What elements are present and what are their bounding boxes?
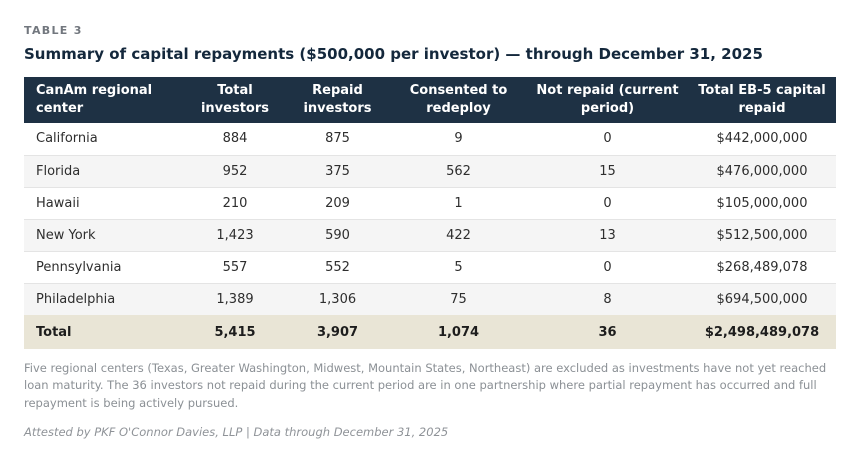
value-cell: 9 [390, 123, 527, 155]
value-cell: 5 [390, 250, 527, 283]
regional-center-cell: Philadelphia [24, 282, 185, 315]
table-header: CanAm regional center Total investors Re… [24, 77, 836, 123]
total-not-repaid-value: 36 [527, 315, 688, 349]
report-container: TABLE 3 Summary of capital repayments ($… [24, 24, 836, 440]
value-cell: 0 [527, 123, 688, 155]
capital-repayments-table: CanAm regional center Total investors Re… [24, 77, 836, 349]
total-capital-value: $2,498,489,078 [688, 315, 836, 349]
table-label: TABLE 3 [24, 24, 83, 37]
regional-center-cell: New York [24, 218, 185, 251]
value-cell: $268,489,078 [688, 250, 836, 283]
header-row: CanAm regional center Total investors Re… [24, 77, 836, 123]
table-row: Philadelphia 1,389 1,306 75 8 $694,500,000 [24, 282, 836, 315]
value-cell: 552 [285, 250, 390, 283]
table-row: California 884 875 9 0 $442,000,000 [24, 123, 836, 155]
value-cell: 210 [185, 186, 285, 219]
column-header-repaid-investors: Repaid investors [285, 77, 390, 123]
value-cell: 590 [285, 218, 390, 251]
table-row: New York 1,423 590 422 13 $512,500,000 [24, 218, 836, 251]
table-row: Florida 952 375 562 15 $476,000,000 [24, 154, 836, 187]
value-cell: 1,423 [185, 218, 285, 251]
value-cell: 209 [285, 186, 390, 219]
regional-center-cell: Pennsylvania [24, 250, 185, 283]
value-cell: 1,389 [185, 282, 285, 315]
value-cell: 562 [390, 154, 527, 187]
total-row: Total 5,415 3,907 1,074 36 $2,498,489,07… [24, 315, 836, 349]
total-investors-value: 5,415 [185, 315, 285, 349]
value-cell: 375 [285, 154, 390, 187]
table-row: Hawaii 210 209 1 0 $105,000,000 [24, 186, 836, 219]
column-header-total-investors: Total investors [185, 77, 285, 123]
value-cell: $512,500,000 [688, 218, 836, 251]
column-header-not-repaid: Not repaid (current period) [527, 77, 688, 123]
value-cell: 13 [527, 218, 688, 251]
value-cell: 884 [185, 123, 285, 155]
page-title: Summary of capital repayments ($500,000 … [24, 45, 763, 63]
column-header-regional-center: CanAm regional center [24, 77, 185, 123]
value-cell: 422 [390, 218, 527, 251]
total-consented-value: 1,074 [390, 315, 527, 349]
value-cell: 1,306 [285, 282, 390, 315]
regional-center-cell: Florida [24, 154, 185, 187]
table-total: Total 5,415 3,907 1,074 36 $2,498,489,07… [24, 315, 836, 349]
table-row: Pennsylvania 557 552 5 0 $268,489,078 [24, 250, 836, 283]
column-header-consented-redeploy: Consented to redeploy [390, 77, 527, 123]
regional-center-cell: Hawaii [24, 186, 185, 219]
value-cell: $105,000,000 [688, 186, 836, 219]
total-label: Total [24, 315, 185, 349]
regional-center-cell: California [24, 123, 185, 155]
value-cell: 15 [527, 154, 688, 187]
value-cell: $476,000,000 [688, 154, 836, 187]
value-cell: 0 [527, 250, 688, 283]
total-repaid-value: 3,907 [285, 315, 390, 349]
column-header-total-capital: Total EB-5 capital repaid [688, 77, 836, 123]
footnote: Five regional centers (Texas, Greater Wa… [24, 361, 827, 410]
value-cell: 75 [390, 282, 527, 315]
value-cell: $442,000,000 [688, 123, 836, 155]
value-cell: 875 [285, 123, 390, 155]
value-cell: 8 [527, 282, 688, 315]
value-cell: $694,500,000 [688, 282, 836, 315]
table-body: California 884 875 9 0 $442,000,000 Florida 952… [24, 123, 836, 315]
value-cell: 1 [390, 186, 527, 219]
attribution: Attested by PKF O'Connor Davies, LLP | D… [24, 425, 449, 440]
value-cell: 952 [185, 154, 285, 187]
value-cell: 0 [527, 186, 688, 219]
value-cell: 557 [185, 250, 285, 283]
